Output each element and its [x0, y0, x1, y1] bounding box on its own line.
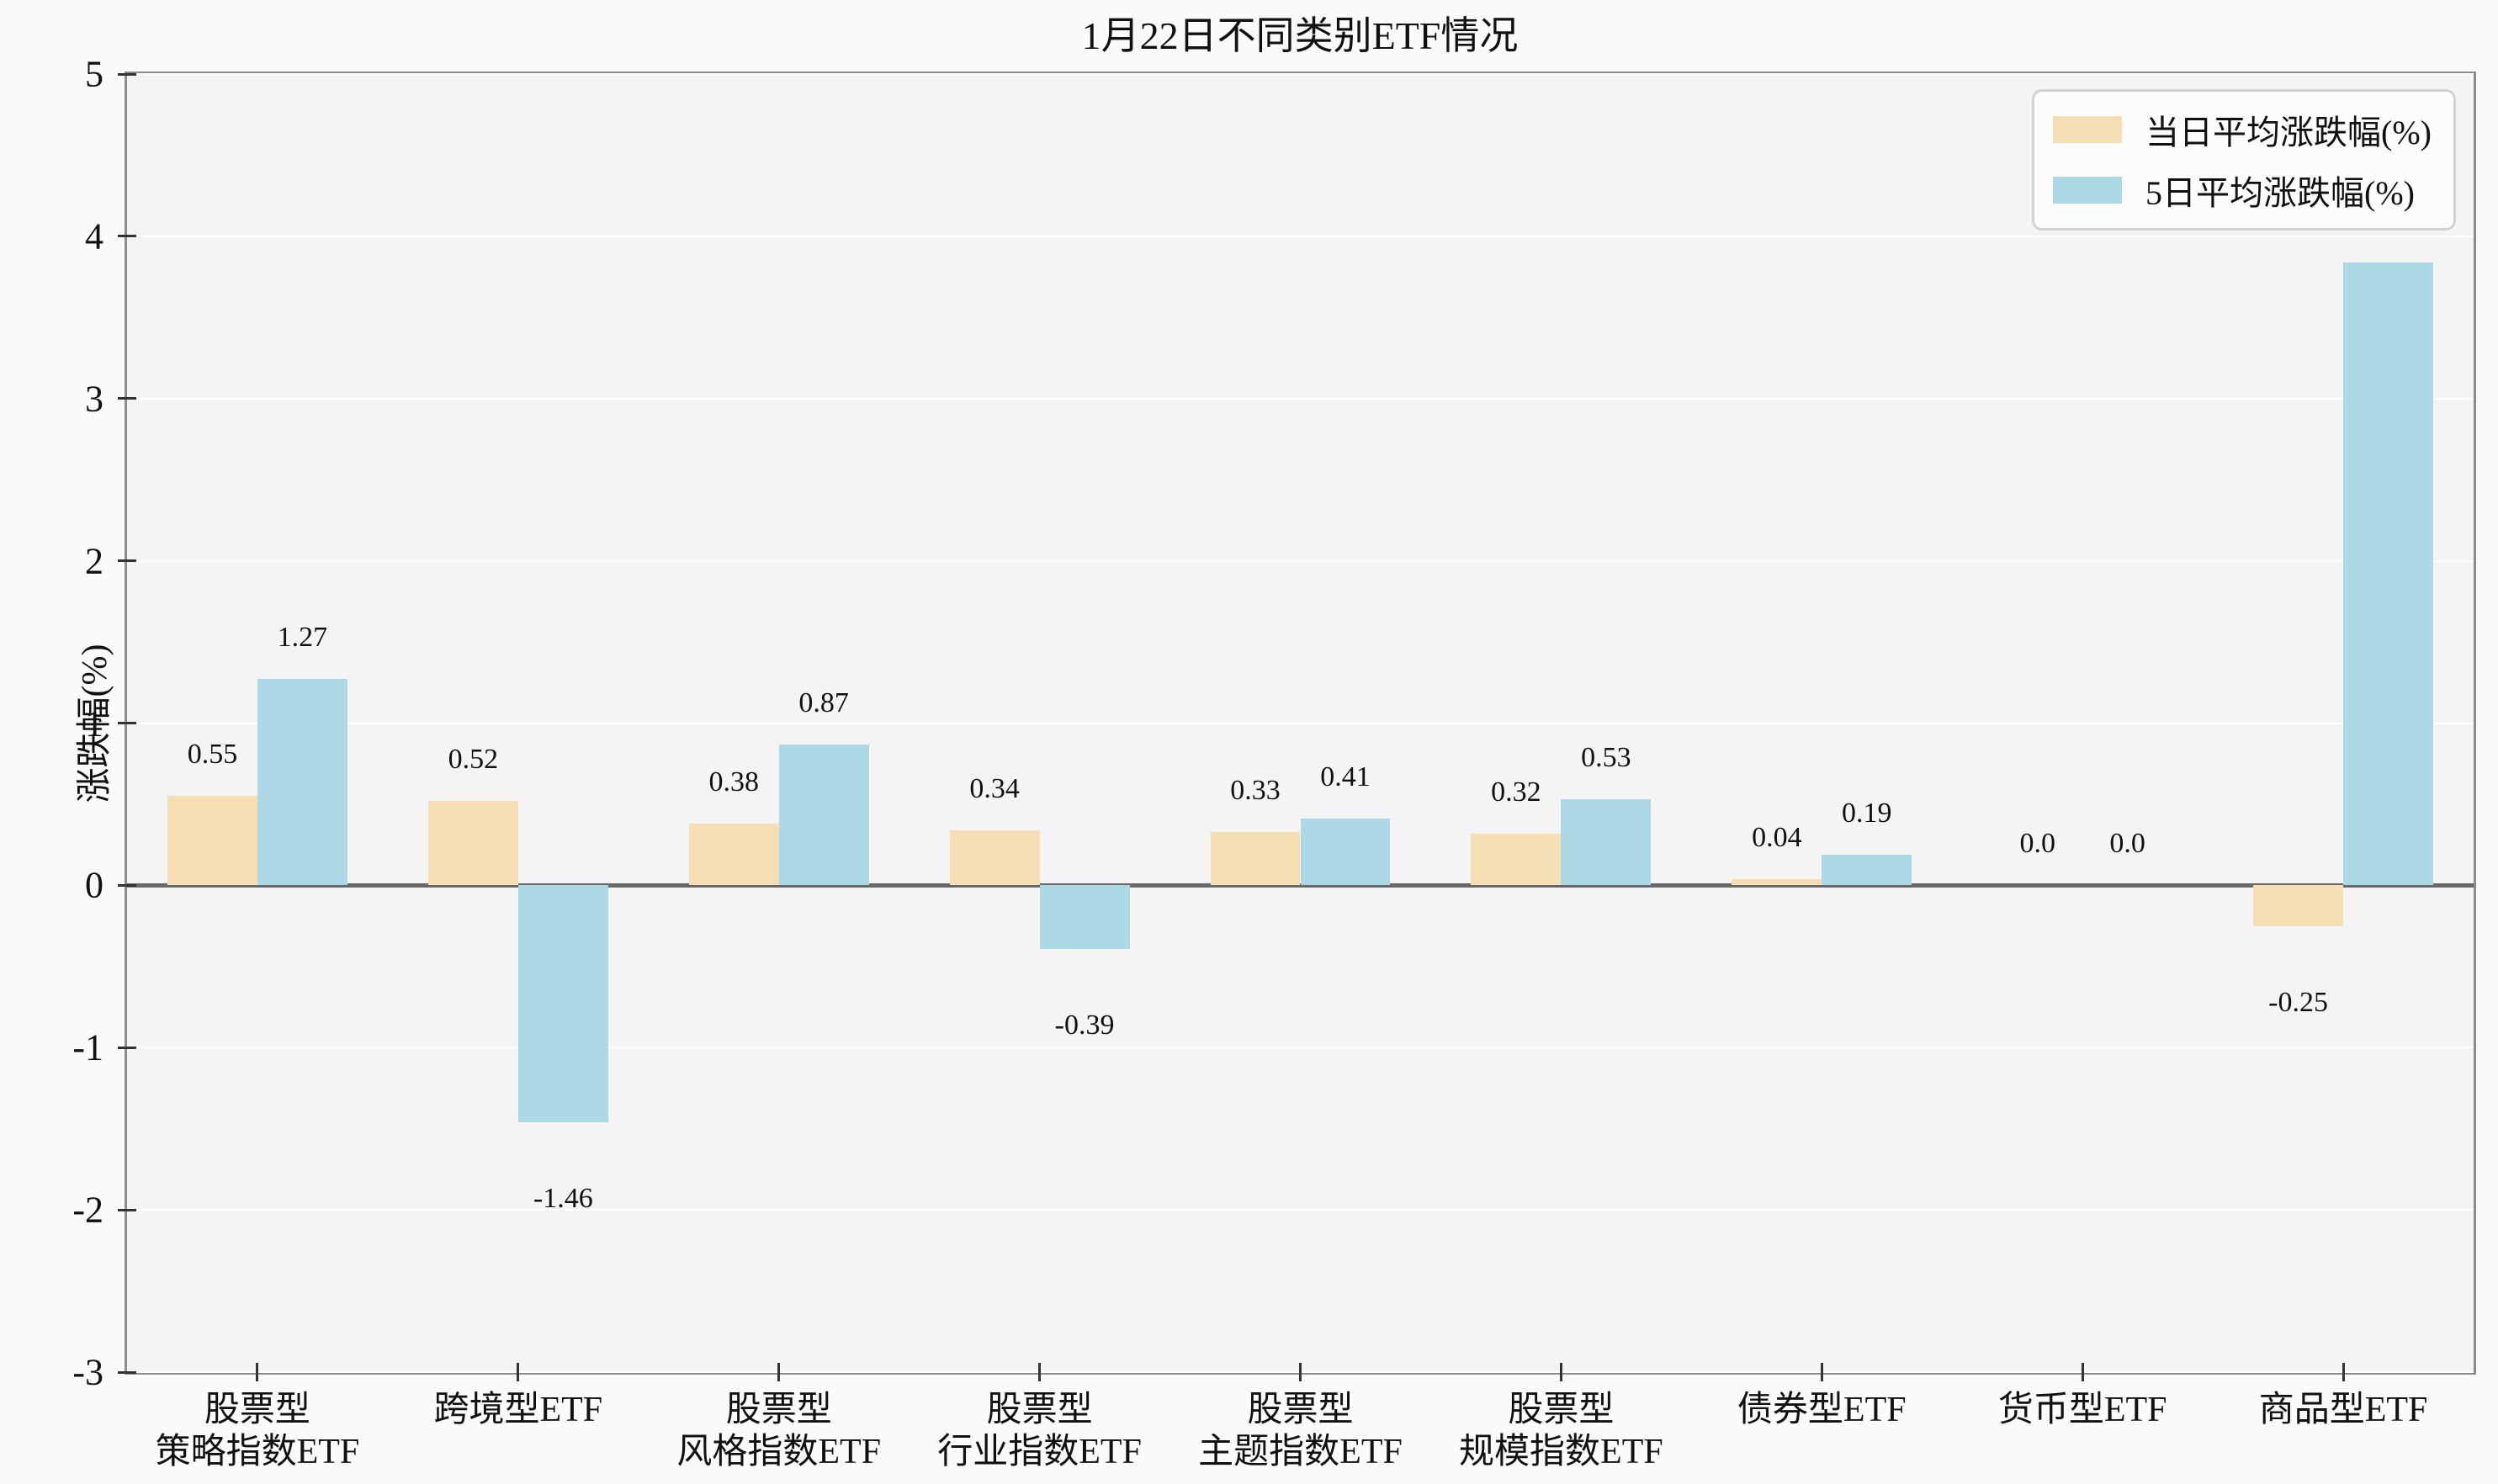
- y-tick-mark: [118, 1208, 136, 1211]
- bar-value-label: 0.04: [1752, 821, 1802, 853]
- bar-value-label: -0.39: [1054, 1009, 1115, 1041]
- bar-daily-avg: [2253, 885, 2344, 926]
- y-tick-label: 5: [85, 53, 103, 95]
- bar-daily-avg: [949, 829, 1040, 886]
- y-tick-label: 3: [85, 378, 103, 420]
- x-tick-label: 股票型 策略指数ETF: [155, 1391, 360, 1471]
- bar-daily-avg: [427, 801, 518, 886]
- bar-value-label: 0.87: [798, 686, 849, 718]
- plot-area: 0.55 1.27 0.52 -1.46 0.38 0.87 0.34 -0.39 0.33 0.…: [125, 72, 2476, 1375]
- bar-value-label: 0.38: [708, 766, 760, 798]
- legend-swatch-5day-avg: [2053, 177, 2123, 204]
- zero-line: [127, 883, 2474, 888]
- y-tick-label: 4: [85, 215, 103, 257]
- bar-5day-avg: [2343, 262, 2433, 886]
- x-tick-mark: [1299, 1363, 1302, 1381]
- legend-swatch-daily-avg: [2053, 116, 2123, 143]
- x-tick-label: 商品型ETF: [2258, 1391, 2428, 1429]
- legend: 当日平均涨跌幅(%) 5日平均涨跌幅(%): [2032, 89, 2456, 231]
- gridline: [127, 722, 2474, 724]
- chart-title: 1月22日不同类别ETF情况: [1081, 14, 1519, 57]
- y-tick-label: 1: [85, 702, 103, 744]
- bar-value-label: 0.55: [187, 739, 238, 771]
- bar-5day-avg: [1822, 854, 1912, 886]
- x-tick-label: 股票型 主题指数ETF: [1198, 1391, 1403, 1471]
- legend-label-5day-avg: 5日平均涨跌幅(%): [2145, 174, 2415, 212]
- x-tick-mark: [1820, 1363, 1823, 1381]
- bar-value-label: 0.32: [1491, 776, 1541, 808]
- bar-daily-avg: [688, 824, 779, 886]
- bar-daily-avg: [1732, 878, 1822, 886]
- y-tick-mark: [118, 1046, 136, 1049]
- y-tick-label: -2: [72, 1189, 103, 1231]
- x-tick-mark: [2081, 1363, 2084, 1381]
- bar-value-label: 0.41: [1320, 761, 1371, 793]
- gridline: [127, 235, 2474, 237]
- x-tick-label: 股票型 风格指数ETF: [676, 1391, 882, 1471]
- y-tick-mark: [118, 559, 136, 563]
- bar-value-label: -1.46: [533, 1182, 593, 1214]
- bar-value-label: 0.53: [1581, 742, 1631, 774]
- bar-5day-avg: [257, 679, 347, 886]
- x-tick-mark: [1559, 1363, 1562, 1381]
- bar-daily-avg: [1210, 831, 1301, 886]
- gridline: [127, 559, 2474, 562]
- y-tick-label: -3: [72, 1351, 103, 1393]
- x-tick-mark: [517, 1363, 520, 1381]
- y-tick-mark: [118, 72, 136, 76]
- bar-value-label: 0.19: [1841, 797, 1892, 829]
- legend-item-daily-avg: 当日平均涨跌幅(%): [2053, 105, 2432, 154]
- bar-5day-avg: [1561, 799, 1652, 886]
- y-tick-mark: [118, 722, 136, 724]
- x-tick-mark: [2342, 1363, 2345, 1381]
- y-tick-mark: [118, 397, 136, 400]
- y-tick-label: 2: [85, 540, 103, 582]
- x-tick-label: 债券型ETF: [1737, 1391, 1907, 1429]
- y-tick-mark: [118, 883, 136, 887]
- x-tick-label: 货币型ETF: [1997, 1391, 2167, 1429]
- y-tick-mark: [118, 235, 136, 238]
- gridline: [127, 73, 2474, 75]
- bar-value-label: -0.25: [2268, 986, 2329, 1018]
- bar-5day-avg: [778, 744, 869, 886]
- legend-item-5day-avg: 5日平均涨跌幅(%): [2053, 166, 2432, 215]
- y-tick-label: 0: [85, 864, 103, 906]
- bar-5day-avg: [1300, 819, 1391, 886]
- y-tick-label: -1: [72, 1026, 103, 1068]
- bar-value-label: 0.0: [2019, 828, 2055, 860]
- bar-value-label: 0.0: [2109, 828, 2145, 860]
- gridline: [127, 1209, 2474, 1211]
- x-tick-label: 股票型 规模指数ETF: [1459, 1391, 1663, 1471]
- bar-daily-avg: [167, 796, 257, 886]
- bar-5day-avg: [1039, 885, 1130, 949]
- bar-value-label: 0.33: [1230, 774, 1281, 806]
- bar-value-label: 0.52: [448, 744, 499, 776]
- x-tick-label: 跨境型ETF: [433, 1391, 603, 1429]
- bar-daily-avg: [1471, 833, 1562, 886]
- y-tick-mark: [118, 1370, 136, 1374]
- x-tick-mark: [777, 1363, 781, 1381]
- x-tick-mark: [256, 1363, 259, 1381]
- legend-label-daily-avg: 当日平均涨跌幅(%): [2145, 114, 2432, 151]
- gridline: [127, 397, 2474, 400]
- x-tick-label: 股票型 行业指数ETF: [937, 1391, 1142, 1471]
- gridline: [127, 1047, 2474, 1049]
- bar-5day-avg: [517, 885, 608, 1122]
- x-tick-mark: [1038, 1363, 1042, 1381]
- bar-value-label: 0.34: [969, 772, 1020, 804]
- bar-value-label: 1.27: [277, 622, 328, 654]
